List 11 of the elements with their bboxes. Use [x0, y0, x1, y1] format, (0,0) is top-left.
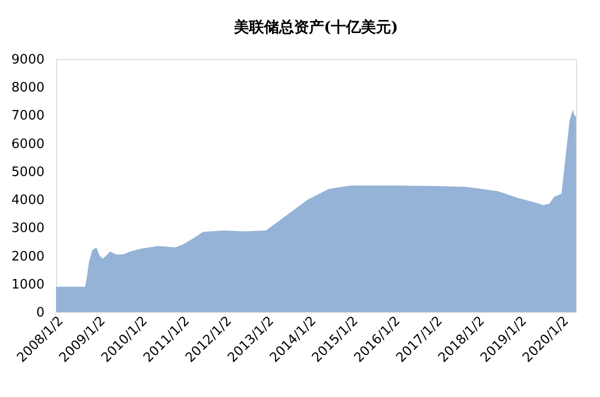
y-tick-label: 0 [36, 306, 44, 320]
chart-title: 美联储总资产(十亿美元) [232, 18, 398, 36]
y-tick-label: 1000 [11, 277, 44, 292]
y-tick-label: 4000 [11, 193, 44, 208]
y-tick-label: 7000 [11, 108, 44, 124]
y-tick-label: 2000 [11, 249, 44, 264]
y-tick-label: 6000 [11, 136, 44, 152]
y-tick-label: 8000 [11, 80, 44, 96]
y-tick-label: 5000 [11, 164, 44, 180]
y-tick-label: 9000 [11, 52, 44, 68]
y-tick-label: 3000 [11, 221, 44, 236]
